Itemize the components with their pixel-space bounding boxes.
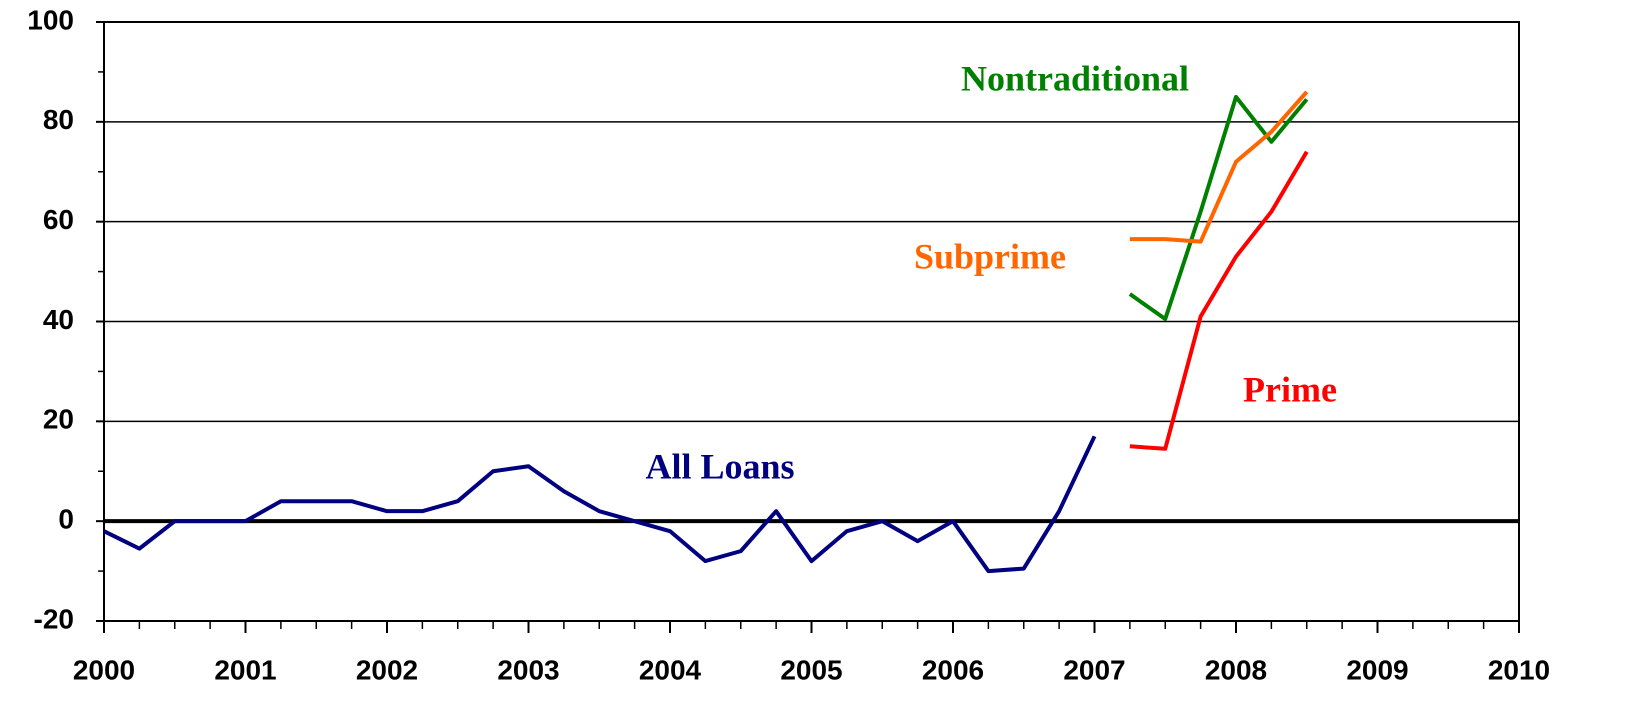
x-tick-label: 2008	[1205, 654, 1267, 685]
y-tick-label: 80	[43, 104, 74, 135]
series-label: Subprime	[914, 236, 1066, 276]
y-tick-label: 20	[43, 404, 74, 435]
series-label: Prime	[1243, 369, 1337, 409]
plot-frame	[103, 21, 1520, 622]
x-tick-label: 2009	[1346, 654, 1408, 685]
x-tick-label: 2004	[639, 654, 702, 685]
y-tick-label: 0	[58, 504, 74, 535]
x-tick-label: 2002	[356, 654, 418, 685]
series-line	[1129, 90, 1309, 244]
series-line	[103, 435, 1097, 574]
y-tick-label: 60	[43, 204, 74, 235]
x-tick-label: 2005	[780, 654, 842, 685]
x-tick-label: 2007	[1063, 654, 1125, 685]
series-label: Nontraditional	[961, 58, 1189, 98]
series-line	[1128, 94, 1309, 322]
x-tick-label: 2006	[922, 654, 984, 685]
x-tick-label: 2001	[214, 654, 276, 685]
y-tick-label: -20	[34, 603, 74, 634]
y-tick-label: 100	[27, 4, 74, 35]
y-tick-label: 40	[43, 304, 74, 335]
x-tick-label: 2010	[1488, 654, 1550, 685]
series-line	[1129, 150, 1309, 451]
x-tick-label: 2003	[497, 654, 559, 685]
x-tick-label: 2000	[73, 654, 135, 685]
series-label: All Loans	[645, 446, 794, 486]
